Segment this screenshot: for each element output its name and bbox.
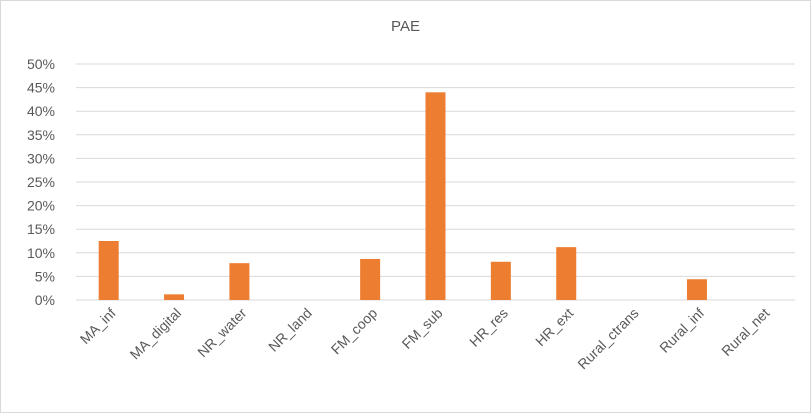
y-tick-label: 20%	[27, 198, 55, 214]
y-tick-label: 35%	[27, 127, 55, 143]
bar-nr-water	[229, 263, 250, 300]
bar-ma-inf	[98, 241, 119, 300]
x-tick-label: NR_water	[194, 305, 250, 361]
x-tick-label: FM_sub	[399, 305, 446, 352]
x-tick-label: NR_land	[265, 305, 315, 355]
bar-ma-digital	[164, 294, 185, 300]
bar-rural-inf	[686, 279, 707, 300]
y-tick-label: 40%	[27, 103, 55, 119]
bar-hr-res	[490, 261, 511, 300]
y-tick-label: 15%	[27, 221, 55, 237]
x-tick-label: Rural_net	[718, 305, 772, 359]
y-tick-label: 25%	[27, 174, 55, 190]
y-tick-label: 0%	[35, 292, 55, 308]
bar-fm-sub	[425, 92, 446, 300]
bar-fm-coop	[360, 258, 381, 300]
y-tick-label: 45%	[27, 80, 55, 96]
bar-hr-ext	[556, 247, 577, 300]
x-tick-label: Rural_ctrans	[574, 305, 641, 372]
x-tick-label: Rural_inf	[656, 305, 707, 356]
x-tick-label: MA_inf	[77, 305, 119, 347]
bar-layer	[98, 92, 707, 300]
x-axis-labels: MA_inf MA_digital NR_water NR_land FM_coop FM…	[77, 305, 773, 373]
x-tick-label: HR_res	[466, 305, 511, 350]
y-axis-labels: 0% 5% 10% 15% 20% 25% 30% 35% 40% 45% 50%	[27, 56, 55, 308]
y-tick-label: 30%	[27, 150, 55, 166]
x-tick-label: HR_ext	[532, 305, 576, 349]
y-tick-label: 10%	[27, 245, 55, 261]
y-tick-label: 50%	[27, 56, 55, 72]
x-tick-label: MA_digital	[127, 305, 185, 363]
y-tick-label: 5%	[35, 268, 55, 284]
chart-title: PAE	[391, 18, 420, 35]
x-tick-label: FM_coop	[328, 305, 381, 358]
